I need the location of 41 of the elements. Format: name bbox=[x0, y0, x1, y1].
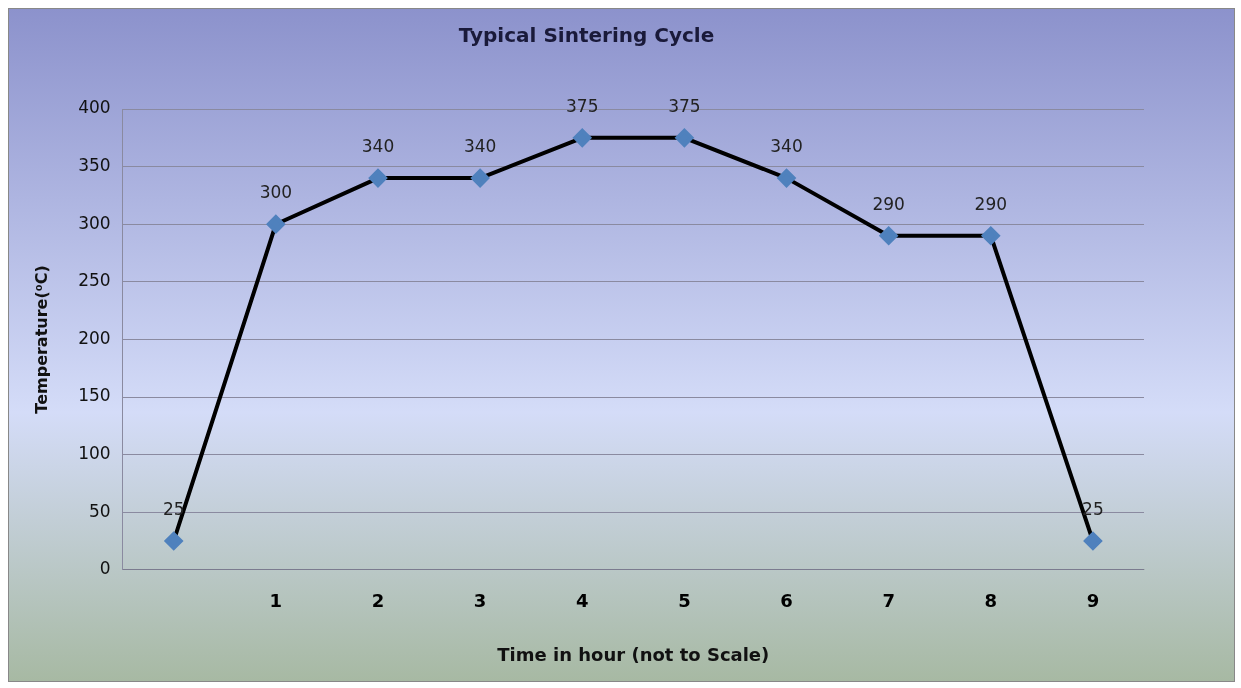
x-tick-label: 2 bbox=[371, 590, 385, 612]
data-label: 375 bbox=[566, 95, 599, 116]
point bbox=[573, 128, 592, 147]
point bbox=[879, 226, 898, 245]
y-axis-title: Temperature(⁰C) bbox=[31, 265, 51, 414]
x-tick-label: 5 bbox=[678, 590, 691, 612]
data-label: 340 bbox=[770, 136, 803, 157]
x-tick-label: 7 bbox=[882, 590, 895, 612]
x-axis-title: Time in hour (not to Scale) bbox=[497, 643, 770, 665]
y-tick-label: 350 bbox=[78, 155, 111, 176]
point bbox=[471, 169, 490, 188]
point bbox=[1083, 532, 1102, 550]
data-label: 25 bbox=[162, 499, 185, 519]
data-label: 340 bbox=[361, 136, 395, 157]
data-label: 290 bbox=[974, 193, 1008, 214]
point bbox=[164, 532, 183, 550]
point bbox=[675, 128, 694, 147]
y-tick-label: 0 bbox=[99, 558, 111, 579]
data-label: 340 bbox=[463, 136, 497, 157]
point bbox=[777, 169, 796, 188]
y-tick-label: 50 bbox=[89, 500, 111, 521]
y-tick-label: 400 bbox=[78, 97, 111, 118]
y-tick-label: 150 bbox=[78, 385, 111, 406]
point bbox=[981, 226, 1000, 245]
point bbox=[266, 215, 285, 234]
data-label: 300 bbox=[259, 182, 293, 203]
data-label: 290 bbox=[872, 193, 905, 214]
y-tick-label: 300 bbox=[78, 212, 111, 233]
point bbox=[368, 169, 387, 188]
x-tick-label: 4 bbox=[575, 590, 589, 612]
data-label: 25 bbox=[1082, 499, 1104, 519]
y-tick-label: 100 bbox=[78, 443, 111, 464]
chart-title: Typical Sintering Cycle bbox=[458, 23, 715, 48]
y-tick-label: 200 bbox=[78, 327, 111, 348]
x-tick-label: 3 bbox=[473, 590, 487, 612]
x-tick-label: 6 bbox=[780, 590, 793, 612]
x-tick-label: 1 bbox=[269, 590, 283, 612]
data-label: 375 bbox=[668, 95, 701, 116]
y-tick-label: 250 bbox=[78, 270, 111, 291]
x-tick-label: 8 bbox=[984, 590, 998, 612]
x-tick-label: 9 bbox=[1086, 590, 1100, 612]
